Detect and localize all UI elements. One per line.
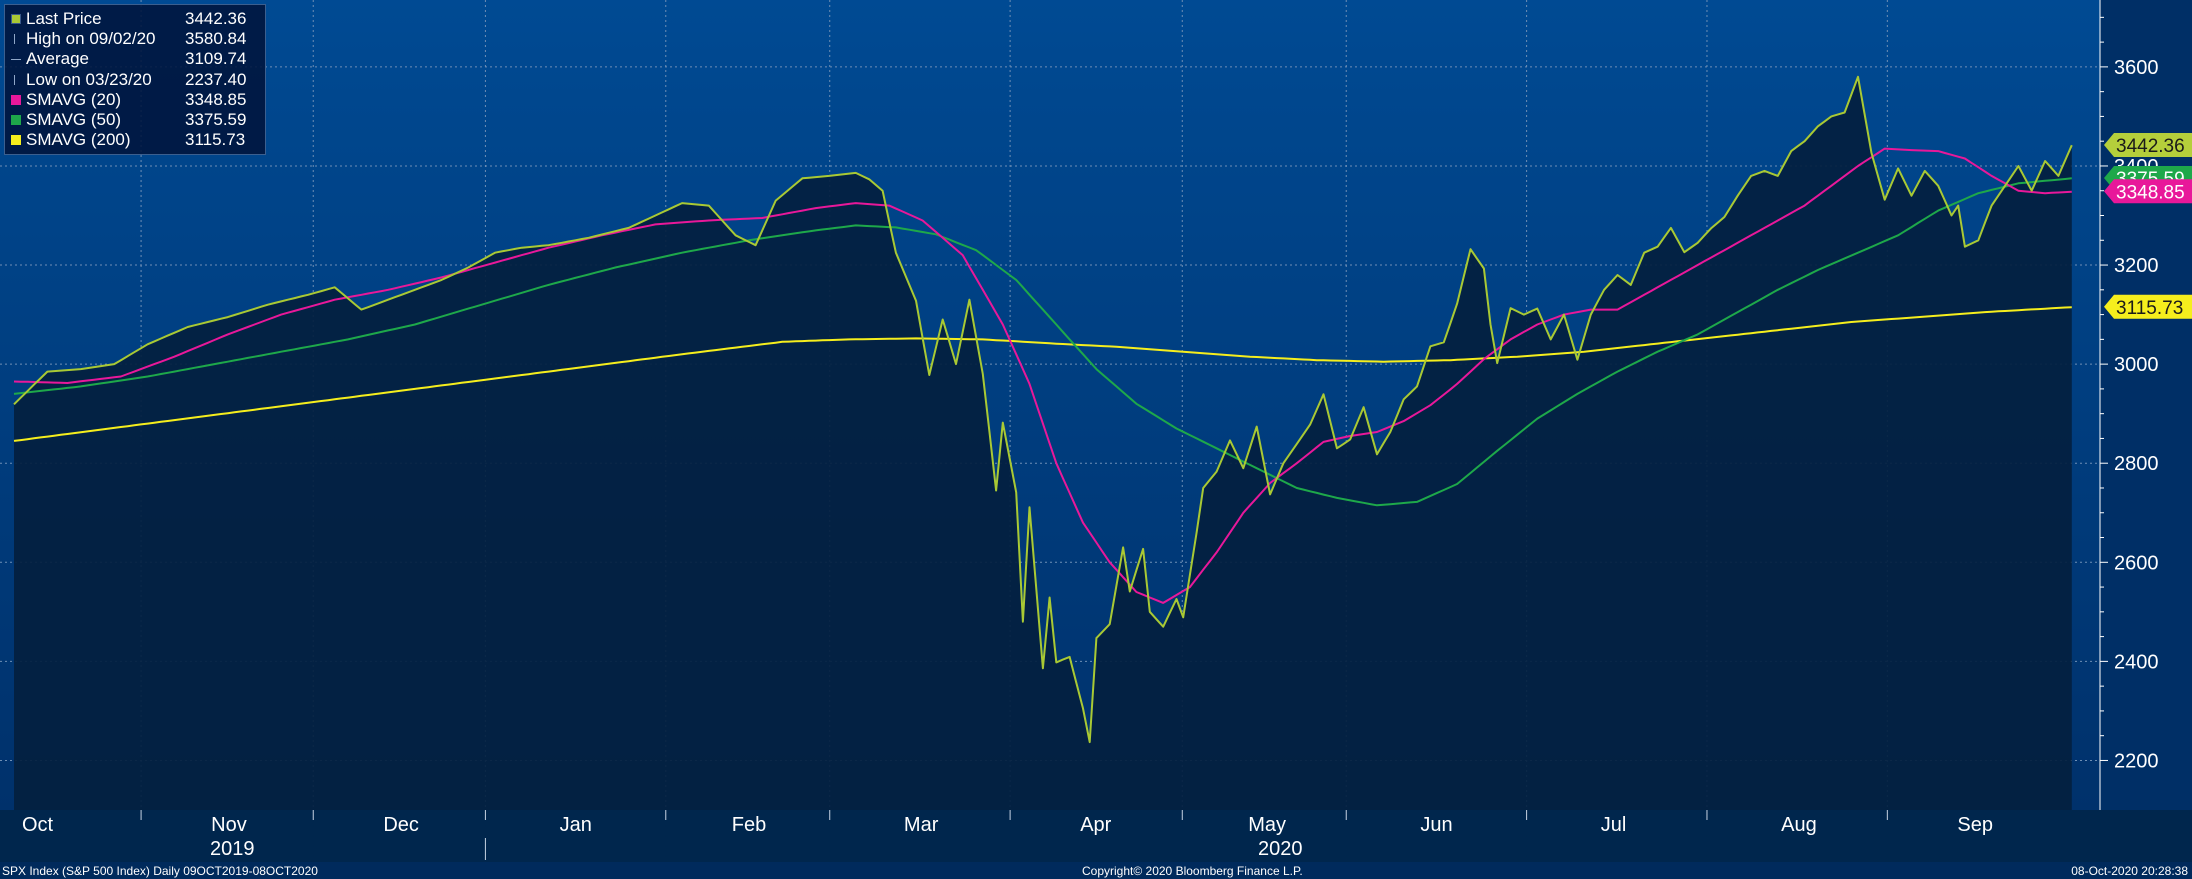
last-value-tag-text: 3442.36 [2116,136,2185,157]
legend-label: Last Price [26,9,102,29]
smavg-20-line [13,147,2072,604]
low-marker-icon [14,74,20,85]
y-tick-label: 2400 [2114,651,2159,673]
legend-value: 3375.59 [185,110,247,130]
legend-label: High on 09/02/20 [26,29,156,49]
x-month-label: Apr [1080,814,1111,836]
y-tick-label: 3200 [2114,255,2159,277]
last-value-tag-text: 3348.85 [2116,182,2185,203]
legend-swatch-smavg-200 [11,135,21,146]
smavg-200-line [13,306,2072,442]
footer-security-info: SPX Index (S&P 500 Index) Daily 09OCT201… [2,864,318,878]
legend-value: 2237.40 [185,69,247,89]
legend-label: SMAVG (200) [26,130,131,150]
x-month-label: Aug [1781,814,1817,836]
x-month-label: Jun [1420,814,1452,836]
last-value-tag: 3348.85 [2104,179,2192,204]
x-month-label: Sep [1957,814,1993,836]
x-month-label: Jan [560,814,592,836]
x-month-label: Feb [732,814,766,836]
legend-item-smavg-20: SMAVG (20) 3348.85 [11,90,259,110]
last-value-tag-bg [2104,294,2192,319]
legend-value: 3109.74 [185,49,247,69]
legend-value: 3580.84 [185,29,247,49]
legend-label: Low on 03/23/20 [26,69,152,89]
x-month-label: Oct [22,814,54,836]
footer-background [0,862,2192,879]
last-price-line [13,75,2073,744]
x-month-label: Mar [904,814,939,836]
last-value-tag-bg [2104,132,2192,157]
footer-timestamp: 08-Oct-2020 20:28:38 [2071,864,2188,878]
y-tick-label: 3600 [2114,57,2159,79]
legend-item-last-price: Last Price 3442.36 [11,9,259,29]
x-year-label: 2020 [1258,838,1303,860]
average-marker-icon [11,59,21,61]
y-tick-label: 2200 [2114,750,2159,772]
x-month-label: Dec [383,814,419,836]
y-tick-label: 2600 [2114,552,2159,574]
last-value-tag: 3115.73 [2104,294,2192,319]
axis-background [2100,0,2192,810]
x-month-label: May [1248,814,1286,836]
x-month-label: Jul [1601,814,1627,836]
legend-swatch-smavg-50 [11,115,21,126]
last-value-tag-text: 3115.73 [2116,298,2183,319]
legend-label: Average [26,49,90,69]
high-marker-icon [14,34,20,45]
legend-value: 3115.73 [185,130,246,150]
legend-value: 3348.85 [185,89,247,109]
last-price-area [14,76,2072,811]
legend-item-low: Low on 03/23/20 2237.40 [11,70,259,90]
legend-value: 3442.36 [185,9,247,29]
legend-item-average: Average 3109.74 [11,49,259,69]
y-tick-label: 2800 [2114,453,2159,475]
legend-label: SMAVG (50) [26,110,122,130]
legend-swatch-last-price [11,14,21,25]
legend-swatch-smavg-20 [11,94,21,105]
last-value-tag: 3442.36 [2104,132,2192,157]
legend-label: SMAVG (20) [26,89,122,109]
legend-item-smavg-200: SMAVG (200) 3115.73 [11,130,259,150]
x-year-label: 2019 [210,838,255,860]
footer-copyright: Copyright© 2020 Bloomberg Finance L.P. [1082,864,1303,878]
smavg-50-line [13,177,2072,507]
y-tick-label: 3000 [2114,354,2159,376]
legend-item-high: High on 09/02/20 3580.84 [11,29,259,49]
legend: Last Price 3442.36 High on 09/02/20 3580… [4,4,266,156]
x-month-label: Nov [211,814,247,836]
last-value-tag-bg [2104,179,2192,204]
legend-item-smavg-50: SMAVG (50) 3375.59 [11,110,259,130]
